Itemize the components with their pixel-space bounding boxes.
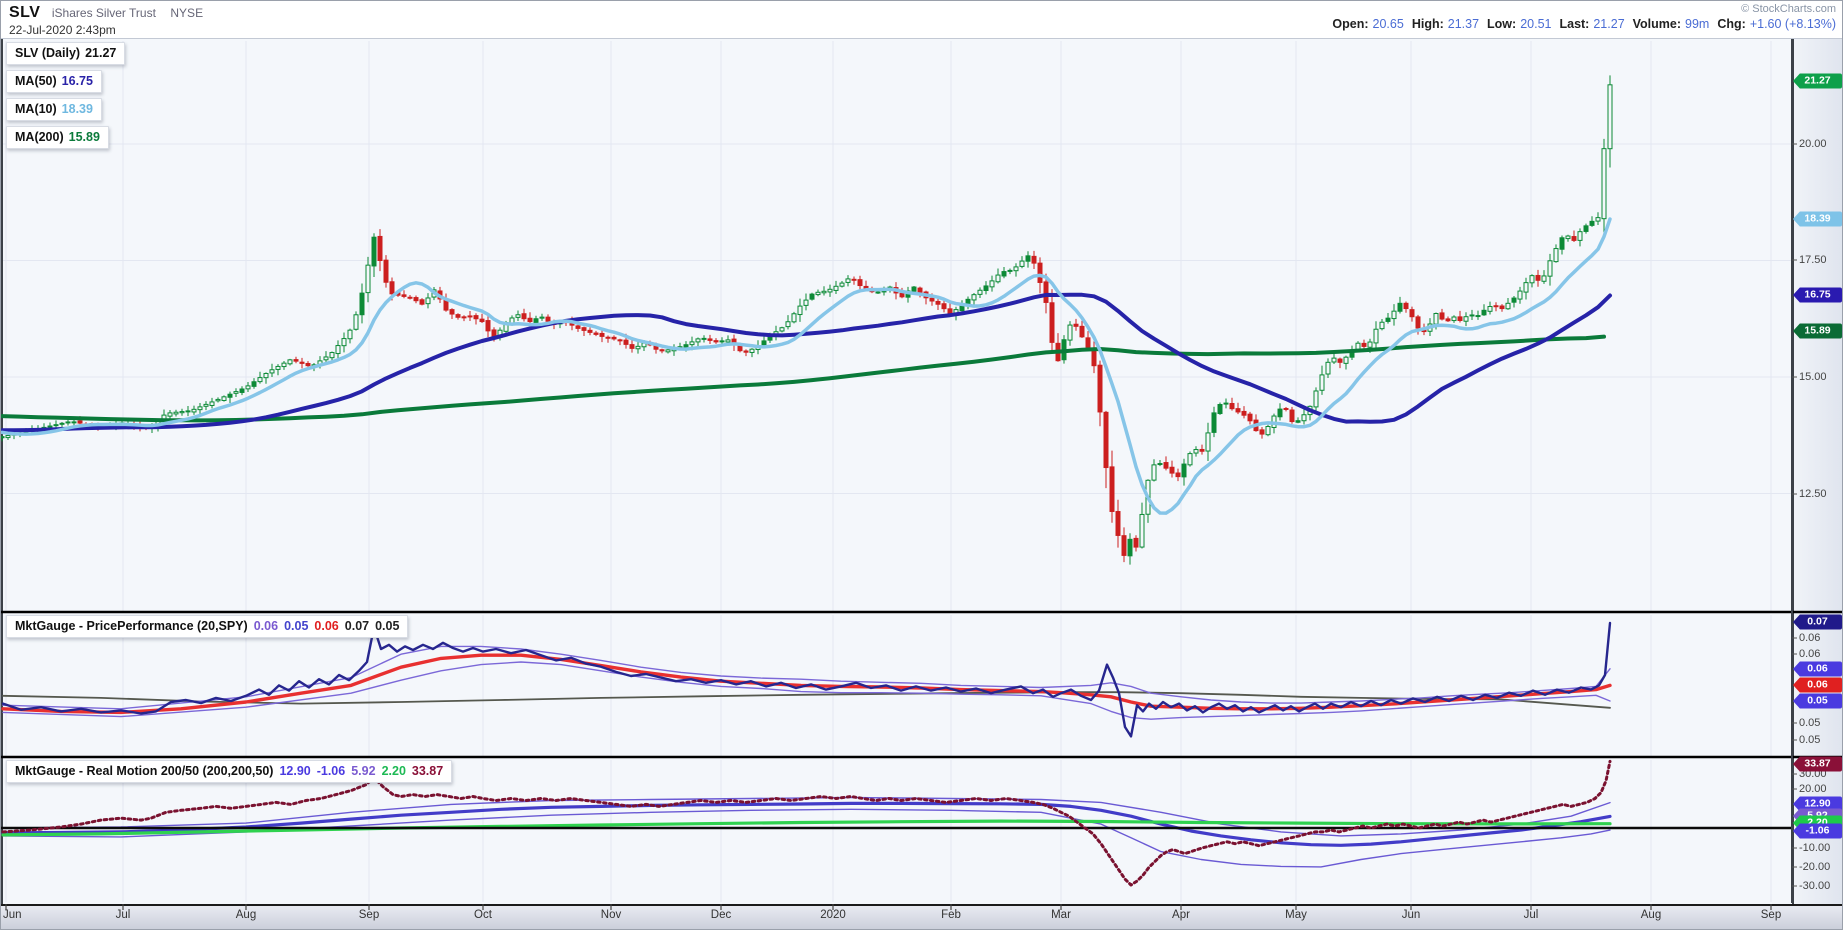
ma10-legend: MA(10) 18.39 (6, 98, 102, 121)
chart-datetime: 22-Jul-2020 2:43pm (9, 23, 116, 37)
x-axis-label: Jun (3, 909, 22, 921)
legend-value: 0.07 (344, 619, 370, 633)
company-name: iShares Silver Trust (51, 6, 156, 20)
chart-header: SLV iShares Silver Trust NYSE 22-Jul-202… (9, 4, 203, 37)
y-axis-label: 15.00 (1799, 371, 1827, 383)
quote-value: 20.51 (1520, 17, 1552, 31)
main-legend: SLV (Daily) 21.27 (6, 42, 126, 65)
quote-value: 21.37 (1447, 17, 1480, 31)
price-performance-title: MktGauge - PricePerformance (20,SPY) (15, 619, 248, 633)
ma50-value: 16.75 (61, 74, 93, 88)
price-badge: 0.06 (1793, 661, 1842, 677)
x-axis-label: May (1285, 909, 1307, 921)
legend-value: 5.92 (351, 764, 376, 778)
date-axis-band (1, 904, 1842, 929)
quote-value: 21.27 (1593, 17, 1625, 31)
quote-label: Volume: (1632, 17, 1682, 31)
x-axis-label: Jul (1523, 909, 1539, 921)
ma200-label: MA(200) (15, 130, 64, 144)
price-badge: 0.05 (1793, 693, 1842, 709)
quote-summary: Open: 20.65 High: 21.37 Low: 20.51 Last: 21.27 V… (1324, 17, 1836, 31)
y-axis-label: 12.50 (1799, 488, 1827, 500)
y-axis-label: 17.50 (1799, 254, 1827, 266)
legend-value: 0.06 (314, 619, 339, 633)
price-badge: 18.39 (1793, 211, 1842, 227)
ma200-legend: MA(200) 15.89 (6, 126, 109, 149)
ticker-symbol: SLV (9, 4, 41, 21)
quote-label: Low: (1487, 17, 1517, 31)
y-axis-label: 0.06 (1799, 648, 1821, 660)
x-axis-label: Aug (235, 909, 257, 921)
ma10-value: 18.39 (61, 102, 93, 116)
y-axis-label: -10.00 (1799, 842, 1831, 854)
price-performance-values: 0.06 0.05 0.06 0.07 0.05 (248, 619, 400, 633)
quote-header: © StockCharts.com Open: 20.65 High: 21.37 Lo… (1324, 3, 1836, 31)
x-axis-label: Mar (1051, 909, 1071, 921)
price-badge: -1.06 (1793, 823, 1842, 839)
quote-value: 99m (1685, 17, 1710, 31)
ma10-label: MA(10) (15, 102, 57, 116)
copyright: © StockCharts.com (1741, 3, 1836, 15)
price-badge: 0.07 (1793, 614, 1842, 630)
header-bar (1, 1, 1842, 39)
x-axis-label: Apr (1172, 909, 1190, 921)
y-axis-label: 20.00 (1799, 138, 1827, 150)
y-axis-label: 0.05 (1799, 717, 1821, 729)
y-axis-label: -20.00 (1799, 861, 1831, 873)
quote-value: +1.60 (+8.13%) (1749, 17, 1836, 31)
legend-value: 0.06 (253, 619, 279, 633)
legend-value: 0.05 (284, 619, 309, 633)
price-badge: 16.75 (1793, 287, 1842, 303)
x-axis-label: Oct (474, 909, 492, 921)
price-badge: 33.87 (1793, 756, 1842, 772)
legend-value: 2.20 (381, 764, 406, 778)
main-legend-title: SLV (Daily) (15, 46, 81, 60)
real-motion-legend: MktGauge - Real Motion 200/50 (200,200,5… (6, 760, 453, 783)
price-badge: 0.06 (1793, 677, 1842, 693)
price-performance-legend: MktGauge - PricePerformance (20,SPY) 0.06… (6, 615, 409, 638)
x-axis-label: Feb (941, 909, 961, 921)
legend-value: 0.05 (375, 619, 400, 633)
ma50-label: MA(50) (15, 74, 57, 88)
quote-label: Chg: (1717, 17, 1746, 31)
x-axis-label: Jun (1401, 909, 1421, 921)
legend-value: 33.87 (411, 764, 444, 778)
y-axis-label: 0.06 (1799, 632, 1821, 644)
ma50-legend: MA(50) 16.75 (6, 70, 102, 93)
price-badge: 12.90 (1793, 796, 1842, 812)
x-axis-label: Sep (1760, 909, 1782, 921)
x-axis-label: Nov (600, 909, 622, 921)
x-axis-label: Jul (115, 909, 131, 921)
quote-label: Open: (1332, 17, 1369, 31)
quote-value: 20.65 (1372, 17, 1404, 31)
y-axis-label: 0.05 (1799, 734, 1821, 746)
quote-label: High: (1411, 17, 1444, 31)
x-axis-label: Aug (1640, 909, 1662, 921)
exchange-name: NYSE (170, 6, 204, 20)
x-axis-label: Dec (710, 909, 732, 921)
price-badge: 15.89 (1793, 323, 1842, 339)
legend-value: 12.90 (279, 764, 311, 778)
x-axis-label: 2020 (820, 909, 846, 921)
last-price: 21.27 (85, 46, 117, 60)
legend-value: -1.06 (316, 764, 346, 778)
y-axis-label: 20.00 (1799, 783, 1827, 795)
real-motion-values: 12.90 -1.06 5.92 2.20 33.87 (273, 764, 443, 778)
quote-label: Last: (1559, 17, 1590, 31)
y-axis-label: -30.00 (1799, 880, 1831, 892)
ma200-value: 15.89 (68, 130, 100, 144)
real-motion-title: MktGauge - Real Motion 200/50 (200,200,5… (15, 764, 274, 778)
price-badge: 21.27 (1793, 73, 1842, 89)
x-axis-label: Sep (358, 909, 380, 921)
